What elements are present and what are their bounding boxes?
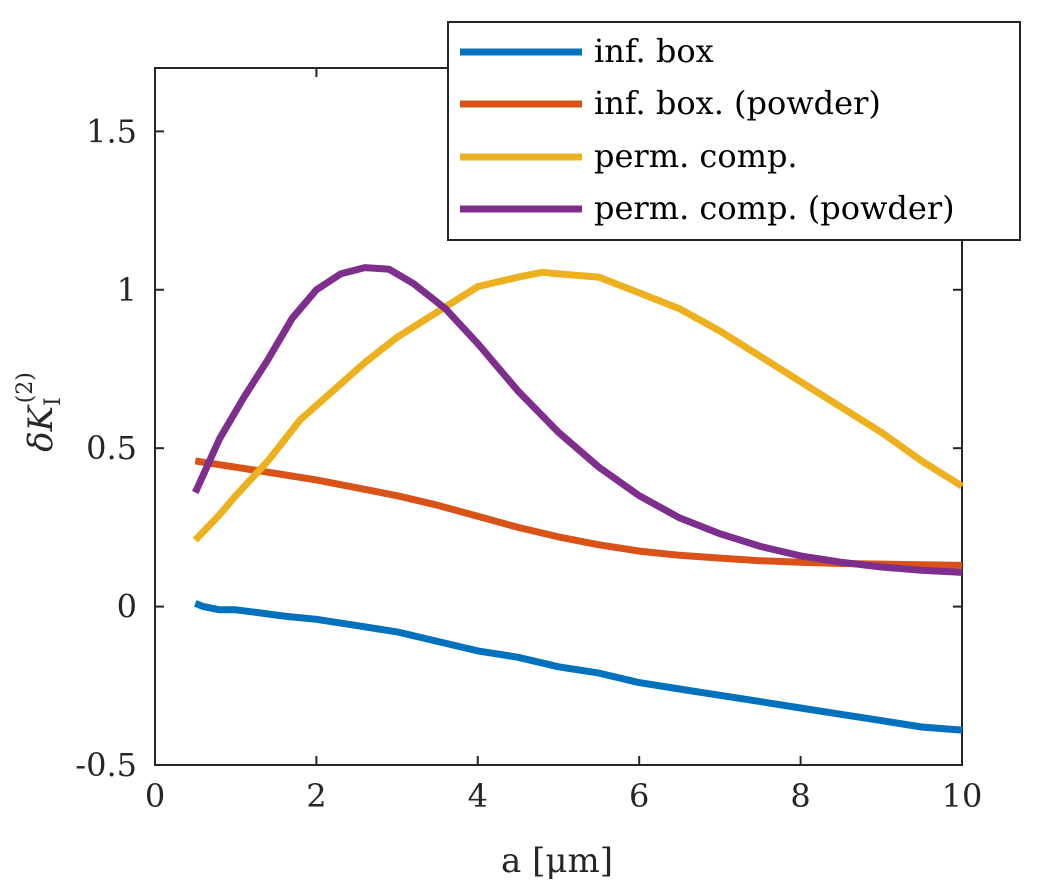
legend-entry: perm. comp.: [460, 137, 798, 175]
legend-entry: perm. comp. (powder): [460, 189, 955, 227]
x-tick-label: 10: [942, 777, 983, 815]
y-tick-label: 0: [117, 588, 137, 626]
y-tick-label: 1.5: [86, 112, 137, 150]
legend-label: perm. comp. (powder): [594, 189, 955, 227]
y-tick-label: -0.5: [75, 746, 137, 784]
legend-box: [447, 21, 1021, 241]
legend-label: inf. box. (powder): [594, 84, 881, 122]
legend-entry: inf. box. (powder): [460, 84, 881, 122]
y-tick-labels: -0.5 0 0.5 1 1.5: [75, 112, 137, 784]
y-tick-label: 0.5: [86, 429, 137, 467]
legend-label: inf. box: [594, 32, 714, 70]
x-tick-labels: 0 2 4 6 8 10: [145, 777, 983, 815]
series-line-1: [194, 600, 963, 734]
series-line-2: [194, 457, 963, 569]
y-axis-label-superscript: (2): [13, 372, 38, 403]
x-tick-label: 0: [145, 777, 165, 815]
x-tick-label: 4: [468, 777, 488, 815]
svg-text:δKI(2): δKI(2): [13, 372, 66, 452]
y-axis-label-main: δK: [21, 403, 61, 451]
series-line-3: [192, 268, 964, 543]
x-tick-label: 8: [790, 777, 810, 815]
legend-label: perm. comp.: [594, 137, 798, 175]
x-axis-label: a [μm]: [501, 841, 613, 881]
series-line-4: [192, 264, 963, 576]
legend: inf. box inf. box. (powder) perm. comp. per…: [447, 21, 1021, 241]
legend-entries: inf. box inf. box. (powder) perm. comp. per…: [460, 32, 955, 227]
y-axis-label: δKI(2): [13, 372, 66, 452]
x-tick-label: 6: [629, 777, 649, 815]
series-lines: [192, 264, 964, 734]
y-axis-label-subscript: I: [41, 397, 66, 406]
y-tick-label: 1: [117, 271, 137, 309]
legend-entry: inf. box: [460, 32, 714, 70]
x-tick-label: 2: [306, 777, 326, 815]
